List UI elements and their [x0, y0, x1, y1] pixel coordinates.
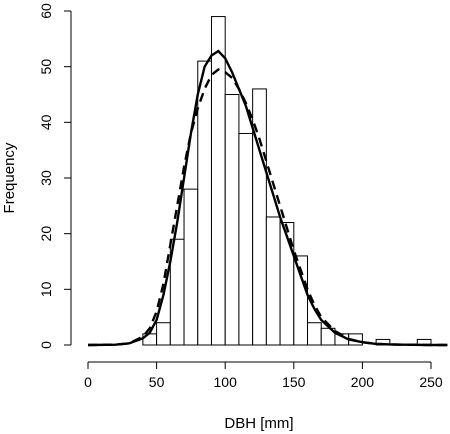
- histogram-bar: [238, 132, 254, 346]
- x-tick-label: 200: [351, 374, 375, 390]
- solid-density-curve: [87, 49, 448, 347]
- y-tick-label: 10: [38, 281, 54, 297]
- x-tick-label: 250: [419, 374, 443, 390]
- y-tick-label: 20: [38, 226, 54, 242]
- histogram-bar: [183, 188, 199, 346]
- x-axis-title: DBH [mm]: [224, 415, 293, 432]
- histogram-bar: [293, 255, 309, 346]
- y-axis: 0 10 20 30 40 50 60: [38, 3, 72, 349]
- x-tick-label: 100: [214, 374, 238, 390]
- y-axis-title: Frequency: [1, 142, 18, 213]
- y-tick-label: 40: [38, 114, 54, 130]
- x-tick-label: 50: [149, 374, 165, 390]
- histogram-bar: [210, 16, 226, 346]
- density-curves: [87, 49, 448, 347]
- histogram-bar: [265, 216, 281, 346]
- x-tick-label: 0: [84, 374, 92, 390]
- y-tick-label: 60: [38, 3, 54, 19]
- histogram-bar: [197, 60, 212, 346]
- histogram-bar: [224, 94, 240, 346]
- y-tick-label: 50: [38, 59, 54, 75]
- y-tick-label: 30: [38, 170, 54, 186]
- y-tick-label: 0: [38, 341, 54, 349]
- histogram-bars: [142, 16, 432, 346]
- x-tick-label: 150: [282, 374, 306, 390]
- histogram-bar: [307, 322, 322, 346]
- x-axis: 0 50 100 150 200 250: [84, 361, 443, 390]
- dashed-density-curve: [87, 68, 448, 347]
- histogram-bar: [156, 322, 171, 346]
